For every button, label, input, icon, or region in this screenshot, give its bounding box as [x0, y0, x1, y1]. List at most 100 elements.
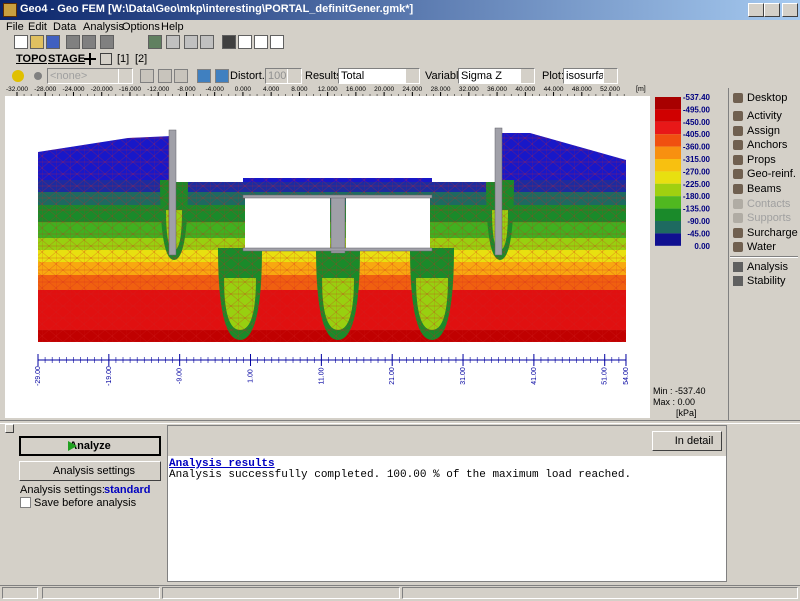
menu-item[interactable]: Analysis [83, 21, 124, 33]
legend-label: -45.00 [687, 229, 710, 238]
toolbar-button[interactable] [82, 35, 96, 49]
ruler-label: 20.000 [374, 86, 394, 93]
toolbar-button[interactable] [166, 35, 180, 49]
stage-number[interactable]: [1] [117, 53, 130, 65]
toolbar-button[interactable] [238, 35, 252, 49]
legend-swatch [655, 171, 681, 184]
max-value: Max : 0.00 [653, 397, 695, 407]
toolbar-button[interactable] [30, 35, 44, 49]
window-button[interactable] [782, 3, 798, 17]
tool-button[interactable]: Anchors [747, 139, 788, 152]
toolbar-button[interactable] [222, 35, 236, 49]
menu-item[interactable]: Help [161, 21, 184, 33]
stage-tab[interactable]: STAGE [48, 53, 86, 65]
toolbar-button[interactable] [100, 35, 114, 49]
window-button[interactable] [748, 3, 764, 17]
tool-button[interactable]: Geo-reinf. [747, 168, 796, 181]
menu-item[interactable]: File [6, 21, 24, 33]
stage-number[interactable]: [2] [135, 53, 148, 65]
menu-item[interactable]: Options [122, 21, 160, 33]
ruler-label: 48.000 [572, 86, 592, 93]
results-combo[interactable]: Total [338, 68, 420, 84]
panel-separator [730, 256, 798, 258]
ruler-label: 52.000 [600, 86, 620, 93]
toolbar-button[interactable] [148, 35, 162, 49]
none-combo[interactable]: <none> [47, 68, 133, 84]
window-title: Geo4 - Geo FEM [W:\Data\Geo\mkp\interest… [20, 3, 414, 15]
checkbox[interactable] [20, 497, 31, 508]
tool-icon [733, 154, 743, 165]
tool-button[interactable]: Desktop [747, 92, 788, 104]
tool-button[interactable]: Water [747, 241, 776, 254]
min-value: Min : -537.40 [653, 386, 706, 396]
play-icon [68, 441, 77, 451]
results-text: Analysis successfully completed. 100.00 … [169, 469, 632, 481]
tool-button[interactable]: Beams [747, 183, 782, 195]
toolbar-button[interactable] [66, 35, 80, 49]
sun-icon[interactable] [12, 70, 24, 82]
dot-icon[interactable] [34, 72, 42, 80]
tool-icon [733, 93, 743, 103]
toolbar-button[interactable] [184, 35, 198, 49]
ruler-label: -24.000 [62, 86, 84, 93]
topo-tab[interactable]: TOPO [16, 53, 47, 65]
plot-combo[interactable]: isosurface [563, 68, 618, 84]
toolbar-button[interactable] [46, 35, 60, 49]
legend-swatch [655, 146, 681, 159]
checkbox-label[interactable]: Save before analysis [34, 497, 137, 509]
ruler-label: 16.000 [346, 86, 366, 93]
toolbar-button[interactable] [200, 35, 214, 49]
toolbar-button[interactable] [174, 69, 188, 83]
settings-button[interactable]: Analysis settings [19, 461, 161, 481]
tool-button[interactable]: Props [747, 153, 776, 166]
analysis-mode[interactable]: Analysis [747, 261, 788, 273]
toolbar-button[interactable] [158, 69, 172, 83]
legend-label: -180.00 [683, 192, 711, 201]
in-detail-button[interactable]: In detail [652, 431, 722, 451]
analyze-button[interactable]: Analyze [19, 436, 161, 456]
legend-label: -135.00 [683, 205, 711, 214]
axis-label: -9.00 [177, 368, 184, 384]
tool-icon [733, 184, 743, 194]
tool-icon [733, 140, 743, 151]
ruler-unit: [m] [636, 86, 646, 93]
opening [245, 197, 330, 249]
results-title[interactable]: Analysis results [169, 458, 275, 470]
toolbar-button[interactable] [215, 69, 229, 83]
tool-icon [733, 262, 743, 272]
tool-button[interactable]: Activity [747, 110, 782, 122]
status-bar [0, 585, 800, 601]
menu-item[interactable]: Data [53, 21, 77, 33]
add-stage[interactable] [84, 53, 96, 65]
ruler-label: -28.000 [34, 86, 56, 93]
toolbar-button[interactable] [197, 69, 211, 83]
toolbar-button[interactable] [270, 35, 284, 49]
legend-label: -450.00 [683, 118, 711, 127]
distort-label: Distort.: [230, 70, 268, 82]
toolbar-button[interactable] [14, 35, 28, 49]
analysis-mode[interactable]: Stability [747, 275, 786, 287]
window-button[interactable] [764, 3, 780, 17]
tool-icon [733, 198, 743, 209]
title-bar [0, 0, 800, 20]
toolbar-button[interactable] [140, 69, 154, 83]
app-icon [3, 3, 17, 17]
tool-button[interactable]: Assign [747, 124, 781, 137]
axis-label: -19.00 [106, 366, 113, 386]
close-panel[interactable] [5, 424, 14, 433]
variable-combo[interactable]: Sigma Z [458, 68, 535, 84]
remove-stage[interactable] [100, 53, 112, 65]
legend-swatch [655, 233, 681, 246]
menu-item[interactable]: Edit [28, 21, 47, 33]
tool-button[interactable]: Surcharge [747, 226, 798, 239]
toolbar-button[interactable] [254, 35, 268, 49]
axis-label: 41.00 [531, 367, 538, 385]
tool-icon [733, 276, 743, 286]
axis-label: -29.00 [35, 366, 42, 386]
plot-area: -32.000 -28.000 -24.000 -20.000 -16.000 -12.0… [5, 85, 711, 418]
status-pane [402, 587, 798, 599]
legend-label: -537.40 [683, 93, 711, 102]
ruler-label: -20.000 [91, 86, 113, 93]
ruler-label: -16.000 [119, 86, 141, 93]
